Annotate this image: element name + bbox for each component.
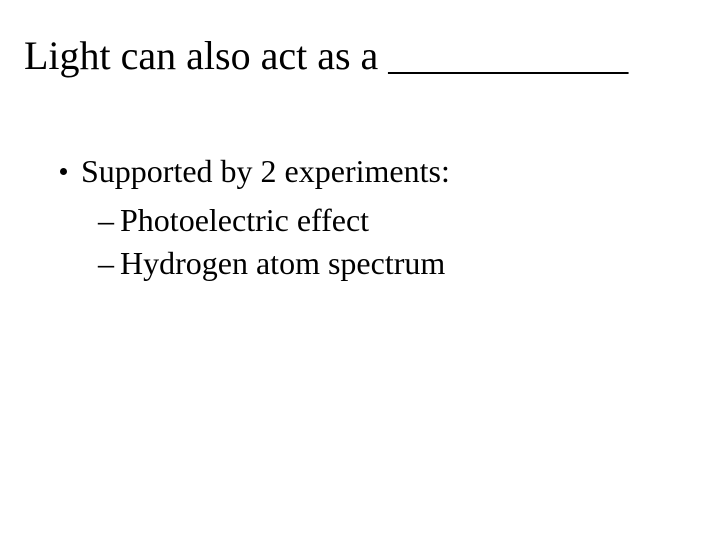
sub-item-text: Hydrogen atom spectrum	[120, 242, 445, 285]
bullet-text: Supported by 2 experiments:	[81, 150, 450, 193]
bullet-dot-icon	[60, 168, 67, 175]
sub-item-text: Photoelectric effect	[120, 199, 369, 242]
dash-icon: –	[98, 242, 114, 285]
bullet-item: Supported by 2 experiments:	[60, 150, 450, 193]
slide-body: Supported by 2 experiments: – Photoelect…	[60, 150, 450, 286]
sub-list: – Photoelectric effect – Hydrogen atom s…	[98, 199, 450, 285]
dash-icon: –	[98, 199, 114, 242]
slide-title: Light can also act as a ____________	[24, 34, 628, 78]
sub-item: – Photoelectric effect	[98, 199, 450, 242]
slide: Light can also act as a ____________ Sup…	[0, 0, 720, 540]
sub-item: – Hydrogen atom spectrum	[98, 242, 450, 285]
